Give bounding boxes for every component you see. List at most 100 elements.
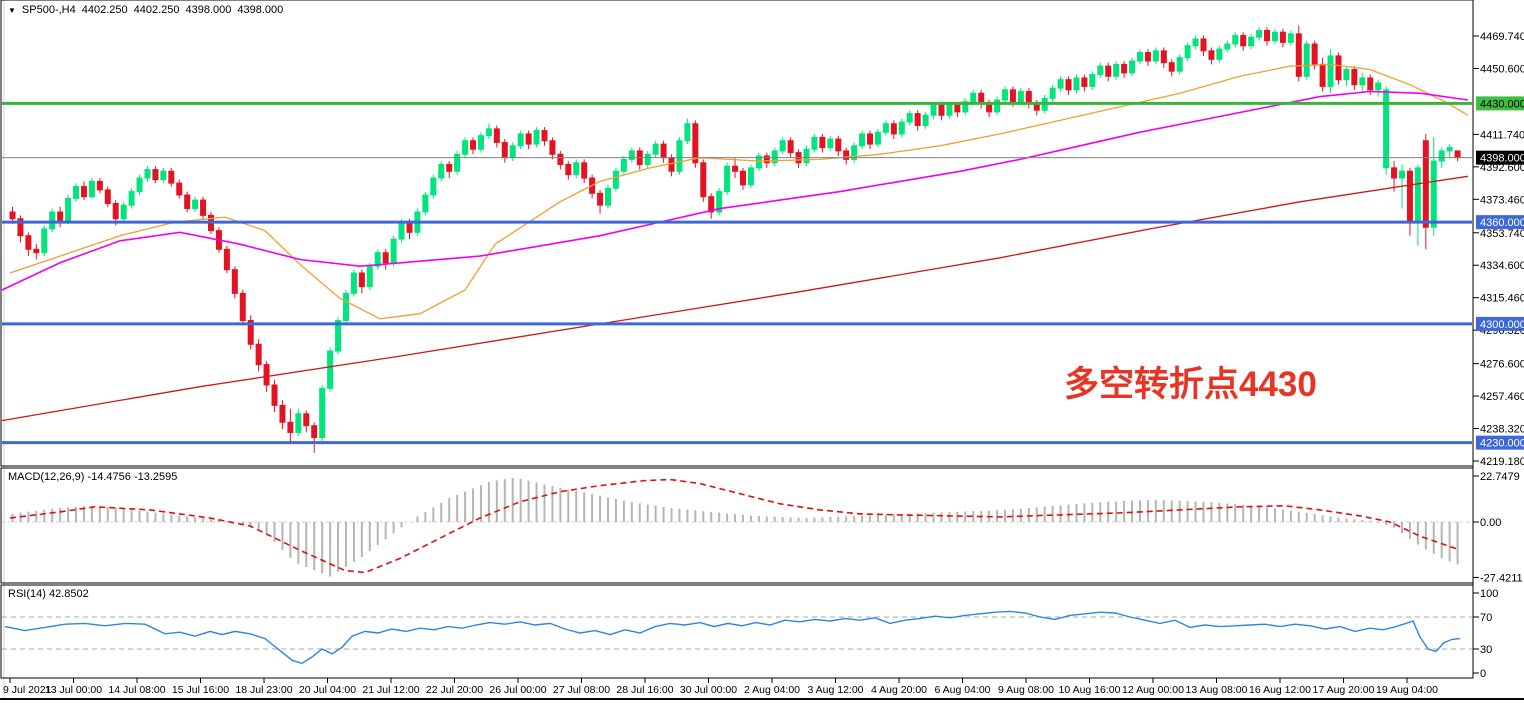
candle-body <box>430 177 437 196</box>
candle-body <box>914 113 921 126</box>
candle-body <box>581 162 588 179</box>
price-label-4300: 4300.000 <box>1480 319 1524 331</box>
time-axis-label[interactable]: 19 Aug 04:00 <box>1376 684 1438 696</box>
candle-body <box>1144 52 1151 62</box>
rsi-line <box>4 610 1461 665</box>
candle-body <box>962 101 969 113</box>
candle-body <box>88 180 95 198</box>
chart-annotation-text: 多空转折点4430 <box>1064 365 1317 404</box>
time-axis-label[interactable]: 21 Jul 12:00 <box>362 684 419 696</box>
candle-body <box>1002 89 1008 101</box>
candle-body <box>65 197 72 221</box>
time-axis-label[interactable]: 16 Aug 12:00 <box>1249 684 1311 696</box>
rsi-axis-label: 30 <box>1480 644 1492 656</box>
ohlc-close: 4398.000 <box>237 4 284 16</box>
time-axis-label[interactable]: 28 Jul 16:00 <box>616 684 673 696</box>
price-label-box-4360 <box>1476 215 1524 230</box>
candle-body <box>525 133 532 145</box>
candle-body <box>390 238 397 264</box>
candle-body <box>541 130 548 142</box>
rsi-panel-frame <box>0 584 1474 679</box>
ohlc-low: 4398.000 <box>185 4 232 16</box>
time-axis-label[interactable]: 10 Aug 16:00 <box>1059 684 1121 696</box>
time-axis-label[interactable]: 4 Aug 20:00 <box>871 684 927 696</box>
candle-body <box>922 114 929 126</box>
candle-body <box>9 211 16 220</box>
candle-body <box>263 364 270 386</box>
time-axis-label[interactable]: 14 Jul 08:00 <box>108 684 165 696</box>
candle-body <box>835 138 842 152</box>
macd-axis-label: -27.4211 <box>1480 572 1523 584</box>
candle-body <box>470 140 477 150</box>
candle-body <box>112 202 119 220</box>
candle-body <box>1446 147 1453 152</box>
candle-body <box>25 235 32 250</box>
candle-body <box>176 182 183 196</box>
candle-body <box>96 180 103 191</box>
time-axis-label[interactable]: 9 Aug 08:00 <box>998 684 1054 696</box>
candle-body <box>49 211 56 230</box>
candle-body <box>1200 38 1207 52</box>
candle-body <box>1406 170 1413 221</box>
candle-body <box>747 167 754 186</box>
candle-body <box>732 165 739 172</box>
candle-body <box>366 265 373 288</box>
candle-body <box>255 343 262 366</box>
price-axis-label: 4257.460 <box>1480 391 1524 403</box>
candle-body <box>398 221 405 240</box>
candle-body <box>1303 43 1310 77</box>
time-axis-label[interactable]: 13 Jul 00:00 <box>45 684 102 696</box>
time-axis-label[interactable]: 9 Jul 2021 <box>3 684 52 696</box>
candle-body <box>382 252 389 264</box>
candle-body <box>906 113 913 123</box>
candle-body <box>1454 150 1461 159</box>
candle-body <box>970 92 977 103</box>
candle-body <box>422 194 429 213</box>
time-axis-label[interactable]: 27 Jul 08:00 <box>553 684 610 696</box>
candle-body <box>1367 77 1374 91</box>
time-axis-label[interactable]: 30 Jul 00:00 <box>680 684 737 696</box>
candle-body <box>350 272 357 294</box>
candle-body <box>605 187 611 206</box>
candle-body <box>1129 60 1136 74</box>
candle-body <box>160 170 167 181</box>
candle-body <box>168 170 175 184</box>
chevron-down-icon[interactable]: ▼ <box>8 5 16 15</box>
time-axis-label[interactable]: 13 Aug 08:00 <box>1186 684 1248 696</box>
ma-slow-red <box>1 175 1469 422</box>
candle-body <box>1152 50 1159 62</box>
time-axis-label[interactable]: 6 Aug 04:00 <box>934 684 990 696</box>
time-axis-label[interactable]: 22 Jul 20:00 <box>426 684 483 696</box>
time-axis-label[interactable]: 2 Aug 04:00 <box>744 684 800 696</box>
candle-body <box>684 123 691 142</box>
time-axis-label[interactable]: 26 Jul 00:00 <box>489 684 546 696</box>
macd-axis-label: 0.00 <box>1480 517 1501 529</box>
candle-body <box>501 141 508 159</box>
candle-body <box>763 155 770 164</box>
candle-body <box>342 292 349 322</box>
time-axis-label[interactable]: 3 Aug 12:00 <box>807 684 863 696</box>
candle-body <box>716 191 723 213</box>
candle-body <box>549 140 556 155</box>
candle-body <box>708 196 715 213</box>
time-axis-label[interactable]: 20 Jul 04:00 <box>299 684 356 696</box>
window-bottom-edge <box>0 698 1524 700</box>
rsi-axis-label: 0 <box>1480 668 1486 680</box>
candle-body <box>1168 62 1175 72</box>
candle-body <box>33 248 40 254</box>
candle-body <box>1438 150 1445 162</box>
symbol-period-label: SP500-,H4 <box>21 4 76 16</box>
time-axis-label[interactable]: 12 Aug 00:00 <box>1122 684 1184 696</box>
candle-body <box>57 211 64 221</box>
time-axis-label[interactable]: 17 Aug 20:00 <box>1313 684 1375 696</box>
candle-body <box>295 413 302 433</box>
candle-body <box>136 177 143 193</box>
macd-indicator-label: MACD(12,26,9) -14.4756 -13.2595 <box>8 471 178 483</box>
price-axis-label: 4353.740 <box>1480 228 1524 240</box>
candle-body <box>1176 57 1183 72</box>
candle-body <box>1208 50 1215 60</box>
time-axis-label[interactable]: 18 Jul 23:00 <box>235 684 292 696</box>
candle-body <box>1017 91 1024 103</box>
time-axis-label[interactable]: 15 Jul 16:00 <box>172 684 229 696</box>
